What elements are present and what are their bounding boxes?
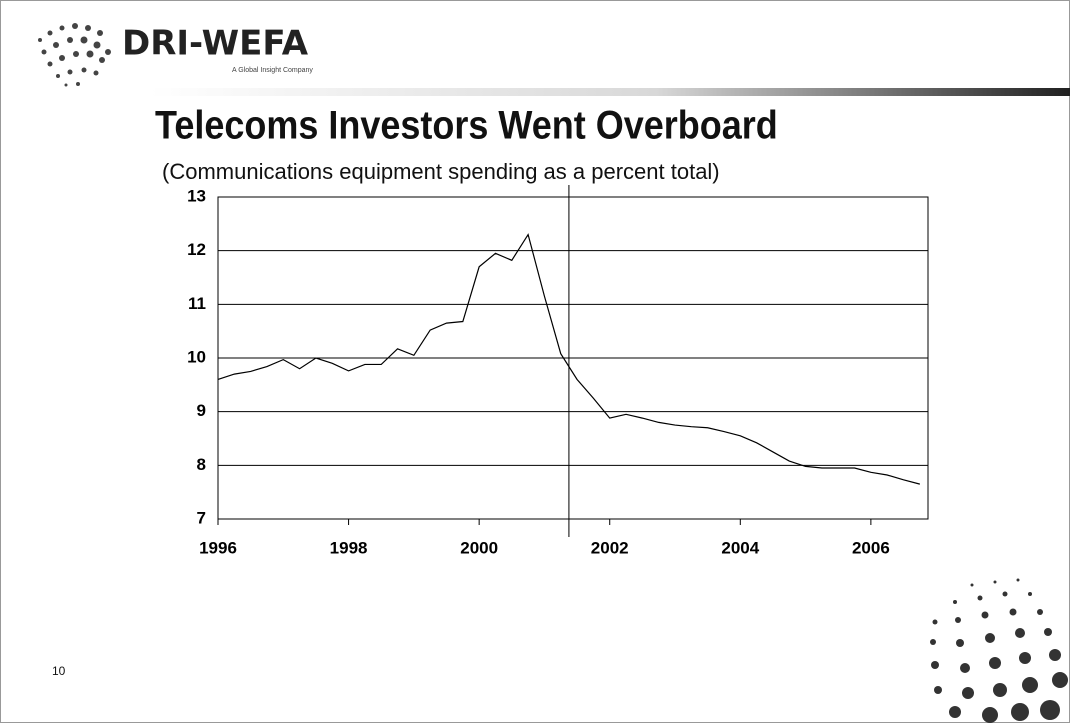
x-tick-label: 2006: [852, 538, 890, 557]
x-tick-label: 1998: [330, 538, 368, 557]
chart-subtitle: (Communications equipment spending as a …: [162, 159, 720, 184]
y-tick-label: 7: [197, 508, 206, 527]
y-tick-label: 12: [187, 240, 206, 259]
y-tick-label: 13: [187, 186, 206, 205]
slide-number: 10: [52, 664, 66, 678]
x-tick-label: 2002: [591, 538, 629, 557]
chart-title: Telecoms Investors Went Overboard: [155, 104, 778, 148]
y-tick-label: 8: [197, 455, 206, 474]
x-tick-label: 2004: [721, 538, 759, 557]
data-line: [217, 233, 920, 485]
logo: DRI-WEFA: [122, 24, 309, 64]
logo-dots: [38, 23, 111, 87]
y-tick-label: 10: [187, 347, 206, 366]
y-tick-label: 9: [197, 401, 206, 420]
x-tick-label: 2000: [460, 538, 498, 557]
header-bar: [150, 88, 1070, 96]
y-tick-label: 11: [188, 294, 206, 313]
tagline: A Global Insight Company: [232, 67, 313, 74]
corner-dots: [930, 578, 1068, 723]
x-tick-label: 1996: [199, 538, 237, 557]
